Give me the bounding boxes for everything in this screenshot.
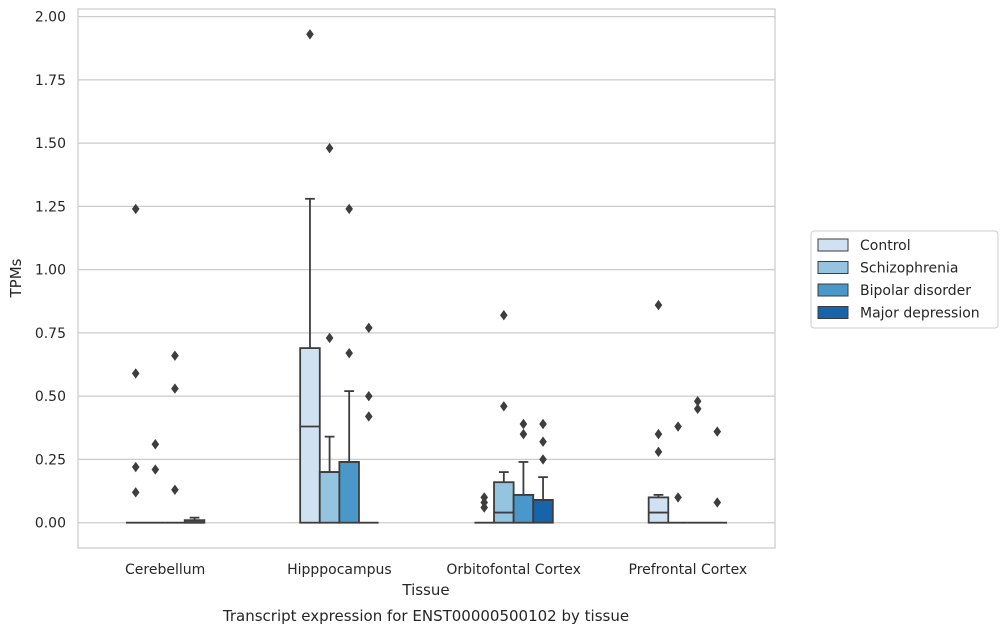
box-control xyxy=(125,203,146,524)
box-control xyxy=(474,492,495,524)
x-tick-label: Hipppocampus xyxy=(287,562,392,578)
legend-label: Schizophrenia xyxy=(860,261,958,277)
outlier-point xyxy=(539,436,547,447)
outlier-point xyxy=(539,418,547,430)
outlier-point xyxy=(364,322,373,334)
box-body xyxy=(512,493,535,524)
outlier-point xyxy=(500,401,508,412)
outlier-point xyxy=(519,428,528,440)
x-tick-label: Cerebellum xyxy=(125,562,205,578)
box-body xyxy=(647,496,670,524)
outlier-point xyxy=(713,426,722,437)
outlier-point xyxy=(364,411,373,422)
legend: Control Schizophrenia Bipolar disorder Majo… xyxy=(810,230,999,329)
y-tick-label: 1.00 xyxy=(35,263,66,279)
outlier-point xyxy=(306,29,314,40)
legend-frame xyxy=(810,230,999,329)
outlier-point xyxy=(654,428,663,440)
y-tick-label: 1.50 xyxy=(35,136,66,152)
outlier-point xyxy=(519,418,528,430)
outlier-point xyxy=(500,309,508,321)
x-axis-title: Tissue xyxy=(401,581,449,599)
outlier-point xyxy=(345,203,353,215)
box-major-depression xyxy=(358,322,379,524)
outlier-point xyxy=(693,403,702,415)
y-tick-label: 0.50 xyxy=(35,389,66,405)
plot-background xyxy=(78,9,775,548)
y-tick-label: 0.00 xyxy=(35,516,66,532)
outlier-point xyxy=(713,497,722,508)
chart-caption: Transcript expression for ENST0000050010… xyxy=(222,607,629,625)
box-body xyxy=(493,481,515,524)
legend-label: Bipolar disorder xyxy=(860,283,971,299)
box-body xyxy=(318,471,341,524)
box-body xyxy=(338,461,360,524)
legend-label: Major depression xyxy=(860,306,980,322)
outlier-point xyxy=(345,347,353,359)
box-bipolar-disorder xyxy=(165,350,185,524)
box-major-depression xyxy=(183,516,206,524)
y-tick-label: 1.25 xyxy=(35,199,66,215)
box-body xyxy=(532,499,554,524)
legend-swatch xyxy=(817,283,849,297)
outlier-point xyxy=(131,368,140,379)
outlier-point xyxy=(654,446,663,458)
outlier-point xyxy=(151,464,160,475)
outlier-point xyxy=(131,487,140,498)
outlier-point xyxy=(674,492,682,503)
box-major-depression xyxy=(532,418,554,524)
y-tick-labels: 0.00 0.25 0.50 0.75 1.00 1.25 1.50 1.75 2.00 xyxy=(35,10,66,532)
box-body xyxy=(299,347,321,524)
grid-lines xyxy=(78,15,775,524)
y-tick-label: 2.00 xyxy=(35,10,66,26)
outlier-point xyxy=(151,439,160,450)
box-control xyxy=(299,29,321,524)
box-layer xyxy=(125,29,728,524)
outlier-point xyxy=(171,350,179,361)
outlier-point xyxy=(693,396,702,407)
x-tick-labels: Cerebellum Hipppocampus Orbitofontal Corte… xyxy=(125,562,747,578)
outlier-point xyxy=(171,383,179,394)
box-schizophrenia xyxy=(145,439,166,524)
box-major-depression xyxy=(707,426,728,524)
legend-label: Control xyxy=(860,238,911,254)
box-control xyxy=(647,299,670,524)
outlier-point xyxy=(325,332,334,344)
box-bipolar-disorder xyxy=(512,418,535,524)
legend-swatch xyxy=(817,238,849,252)
y-tick-label: 0.25 xyxy=(35,452,66,468)
y-axis-title: TPMs xyxy=(7,258,25,298)
box-schizophrenia xyxy=(668,421,688,524)
outlier-point xyxy=(131,203,140,215)
box-bipolar-disorder xyxy=(687,396,708,524)
outlier-point xyxy=(131,461,140,473)
plot-frame xyxy=(77,8,776,549)
y-tick-label: 0.75 xyxy=(35,326,66,342)
outlier-point xyxy=(674,421,682,432)
box-schizophrenia xyxy=(318,142,341,524)
outlier-point xyxy=(364,390,373,402)
x-tick-label: Prefrontal Cortex xyxy=(629,562,748,578)
outlier-point xyxy=(171,484,179,495)
outlier-point xyxy=(654,299,663,311)
x-tick-label: Orbitofontal Cortex xyxy=(446,562,581,578)
box-bipolar-disorder xyxy=(338,203,360,524)
outlier-point xyxy=(325,142,334,154)
y-tick-label: 1.75 xyxy=(35,73,66,89)
legend-swatch xyxy=(817,306,849,319)
outlier-point xyxy=(480,502,489,513)
legend-swatch xyxy=(817,261,849,274)
outlier-point xyxy=(539,454,547,465)
